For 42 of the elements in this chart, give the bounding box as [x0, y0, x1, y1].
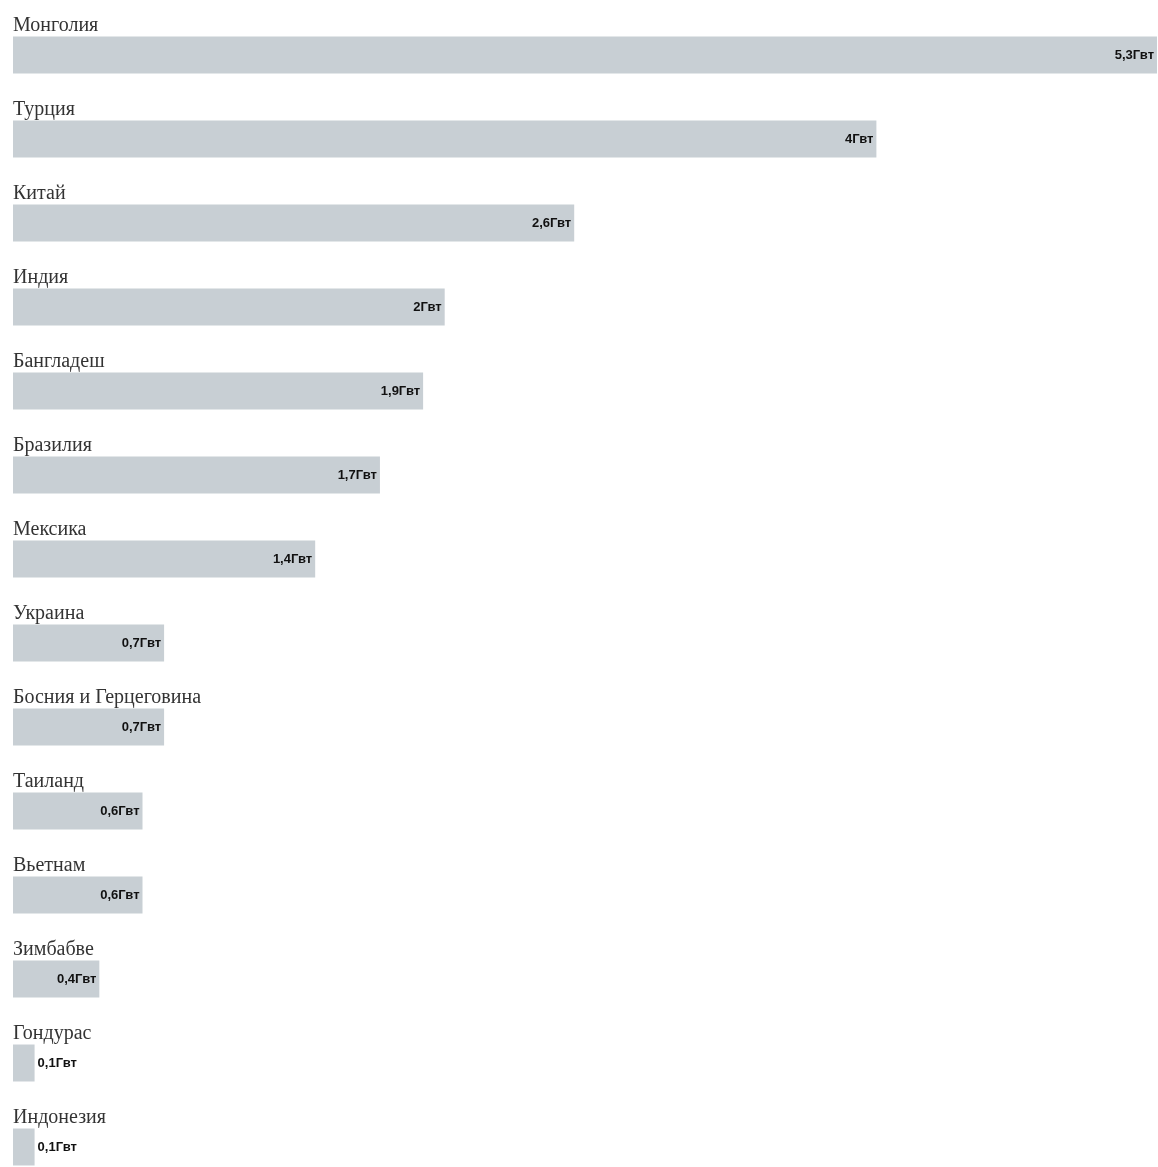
data-label: 5,3Гвт	[1114, 47, 1154, 62]
bar	[13, 36, 1157, 74]
bar	[13, 120, 877, 158]
data-label: 0,7Гвт	[121, 719, 162, 734]
data-label: 0,1Гвт	[37, 1139, 77, 1154]
data-label: 2,6Гвт	[531, 215, 572, 230]
data-label: 1,7Гвт	[337, 467, 377, 482]
bar	[13, 372, 424, 410]
bar	[13, 792, 143, 830]
y-tick-label: Украина	[13, 601, 85, 624]
data-label: 0,7Гвт	[121, 635, 162, 650]
bar	[13, 204, 575, 242]
data-label: 4Гвт	[844, 131, 874, 146]
bar	[13, 1044, 35, 1082]
y-tick-label: Мексика	[13, 517, 87, 539]
y-tick-label: Монголия	[13, 13, 99, 35]
bar	[13, 960, 100, 998]
bar	[13, 708, 165, 746]
bar	[13, 540, 316, 578]
data-label: 0,1Гвт	[37, 1055, 77, 1070]
y-tick-label: Турция	[13, 97, 75, 120]
data-label: 1,9Гвт	[380, 383, 421, 398]
bar	[13, 876, 143, 914]
y-tick-label: Бангладеш	[13, 349, 106, 372]
bar	[13, 288, 445, 326]
y-tick-label: Таиланд	[13, 769, 85, 792]
data-label: 2Гвт	[413, 299, 442, 314]
y-tick-label: Индия	[13, 265, 69, 288]
y-tick-label: Гондурас	[13, 1021, 92, 1044]
bar	[13, 1128, 35, 1166]
data-label: 0,6Гвт	[100, 803, 140, 818]
y-tick-label: Индонезия	[13, 1105, 106, 1128]
y-tick-label: Босния и Герцеговина	[13, 685, 202, 708]
data-label: 0,6Гвт	[100, 887, 140, 902]
data-label: 0,4Гвт	[57, 971, 97, 986]
y-tick-label: Зимбабве	[13, 937, 94, 959]
y-tick-label: Бразилия	[13, 433, 92, 456]
bar	[13, 624, 165, 662]
y-tick-label: Китай	[13, 181, 66, 203]
bar	[13, 456, 380, 494]
y-tick-label: Вьетнам	[13, 853, 86, 875]
data-label: 1,4Гвт	[272, 551, 313, 566]
